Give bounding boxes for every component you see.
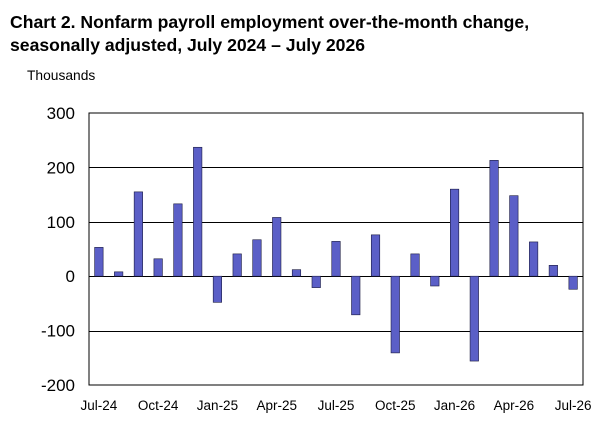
bars [94,146,578,362]
bar-aug-24 [114,271,124,277]
bar-dec-25 [430,275,440,287]
bar-sep-25 [370,234,381,277]
bar-jul-25 [331,241,341,277]
bar-may-26 [529,241,539,277]
bar-nov-25 [410,253,420,277]
y-tick-label: 100 [47,213,75,232]
bar-jun-26 [548,265,558,277]
chart-title-line-1: Chart 2. Nonfarm payroll employment over… [10,12,530,32]
bar-feb-26 [469,275,479,362]
y-tick-label: 0 [66,267,75,286]
bar-oct-24 [153,258,163,277]
x-tick-label: Jan-25 [197,398,238,413]
x-tick-label: Jan-26 [434,398,475,413]
bar-dec-24 [193,146,203,277]
x-tick-label: Apr-25 [256,398,297,413]
x-tick-label: Jul-24 [80,398,117,413]
bar-may-25 [291,269,302,277]
bar-apr-26 [509,195,519,277]
x-tick-label: Jul-26 [555,398,592,413]
bar-mar-26 [489,160,499,277]
x-tick-label: Oct-24 [138,398,179,413]
x-tick-label: Jul-25 [318,398,355,413]
y-tick-label: 200 [47,158,75,177]
bar-apr-25 [272,217,282,277]
y-tick-label: -200 [41,376,75,395]
bar-nov-24 [173,203,183,277]
bar-feb-25 [232,253,242,277]
y-tick-label: 300 [47,104,75,123]
bar-sep-24 [133,191,143,277]
bar-jan-26 [450,188,460,277]
chart-title-line-2: seasonally adjusted, July 2024 – July 20… [10,35,366,55]
x-tick-label: Oct-25 [375,398,416,413]
y-tick-label: -100 [41,322,75,341]
bar-jul-26 [568,275,578,290]
x-axis-tick-labels: Jul-24 Oct-24 Jan-25 Apr-25 Jul-25 Oct-25 Jan-… [80,398,591,413]
bar-oct-25 [390,275,400,354]
bar-aug-25 [351,275,361,316]
bar-jun-25 [311,275,321,288]
chart-title: Chart 2. Nonfarm payroll employment over… [10,11,606,57]
bar-mar-25 [252,239,262,277]
bar-jul-24 [94,247,104,277]
x-tick-label: Apr-26 [494,398,535,413]
plot-area-frame [88,112,584,386]
bar-jan-25 [212,275,222,303]
y-axis-units-label: Thousands [27,68,96,83]
y-axis-tick-labels: -200 -100 0 100 200 300 [41,104,75,395]
